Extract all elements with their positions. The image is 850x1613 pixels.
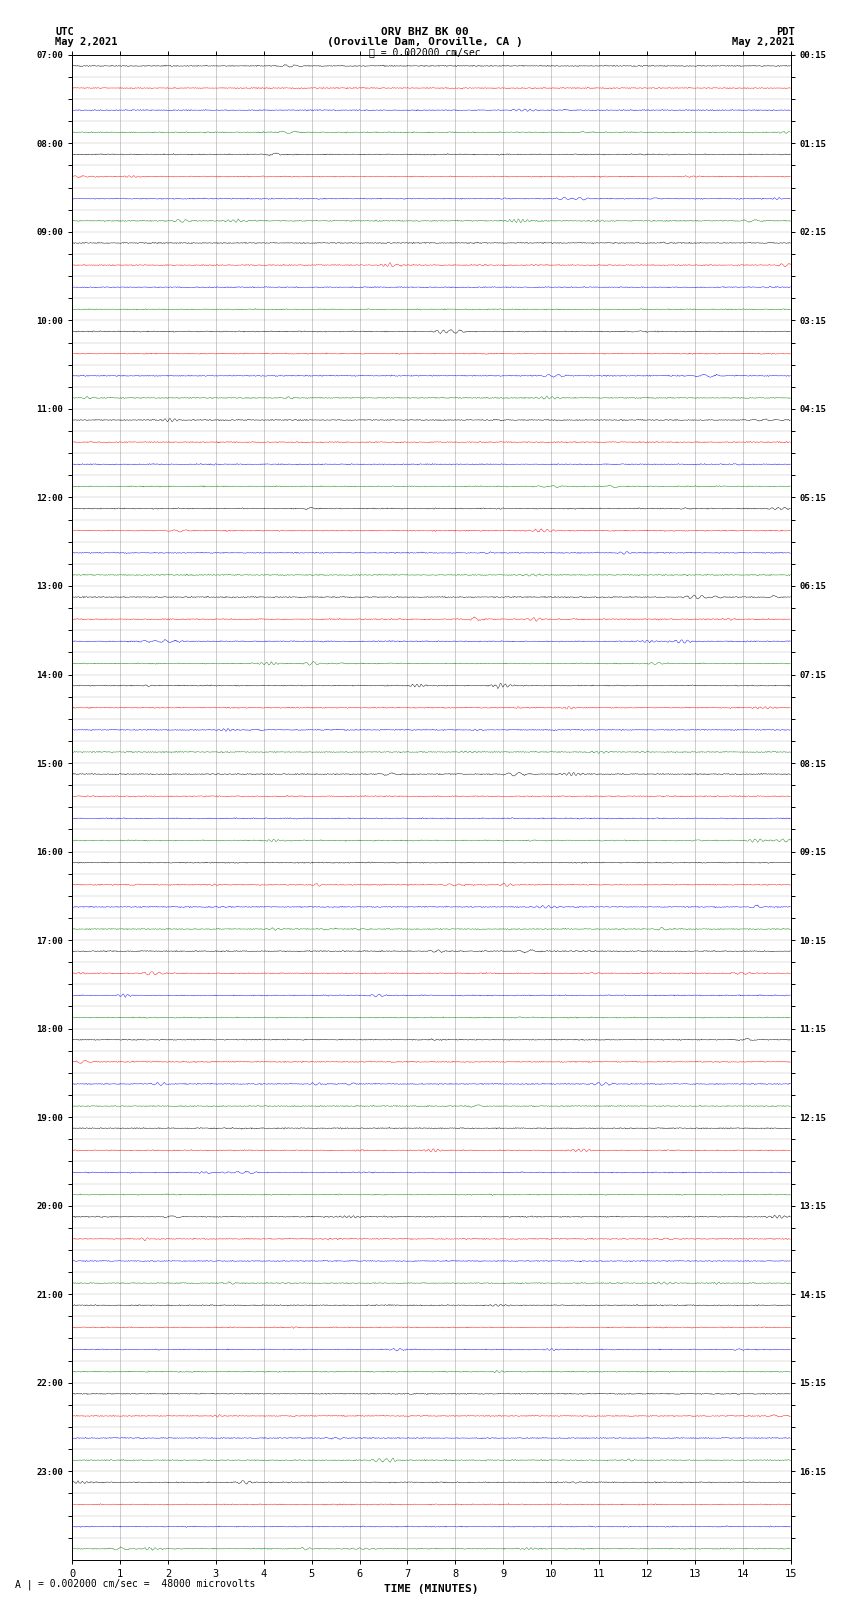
Text: May 2,2021: May 2,2021 xyxy=(55,37,118,47)
Text: A |: A | xyxy=(15,1579,33,1590)
Text: ⎿ = 0.002000 cm/sec: ⎿ = 0.002000 cm/sec xyxy=(369,47,481,58)
Text: UTC: UTC xyxy=(55,26,74,37)
Text: (Oroville Dam, Oroville, CA ): (Oroville Dam, Oroville, CA ) xyxy=(327,37,523,47)
Text: PDT: PDT xyxy=(776,26,795,37)
Text: ORV BHZ BK 00: ORV BHZ BK 00 xyxy=(381,26,469,37)
Text: = 0.002000 cm/sec =  48000 microvolts: = 0.002000 cm/sec = 48000 microvolts xyxy=(38,1579,256,1589)
X-axis label: TIME (MINUTES): TIME (MINUTES) xyxy=(384,1584,479,1594)
Text: May 2,2021: May 2,2021 xyxy=(732,37,795,47)
